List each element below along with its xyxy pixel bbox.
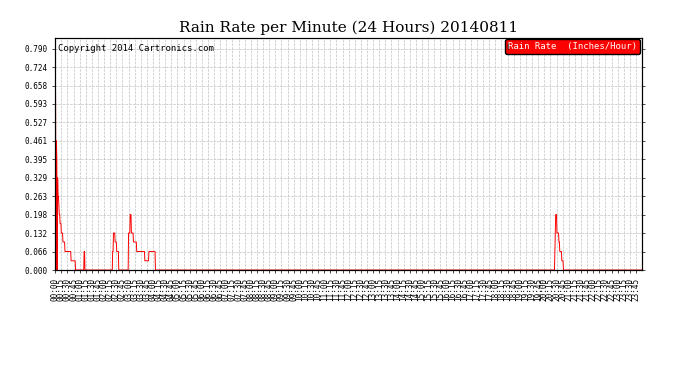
Title: Rain Rate per Minute (24 Hours) 20140811: Rain Rate per Minute (24 Hours) 20140811: [179, 21, 518, 35]
Text: Copyright 2014 Cartronics.com: Copyright 2014 Cartronics.com: [58, 45, 214, 54]
Legend: Rain Rate  (Inches/Hour): Rain Rate (Inches/Hour): [506, 39, 640, 54]
